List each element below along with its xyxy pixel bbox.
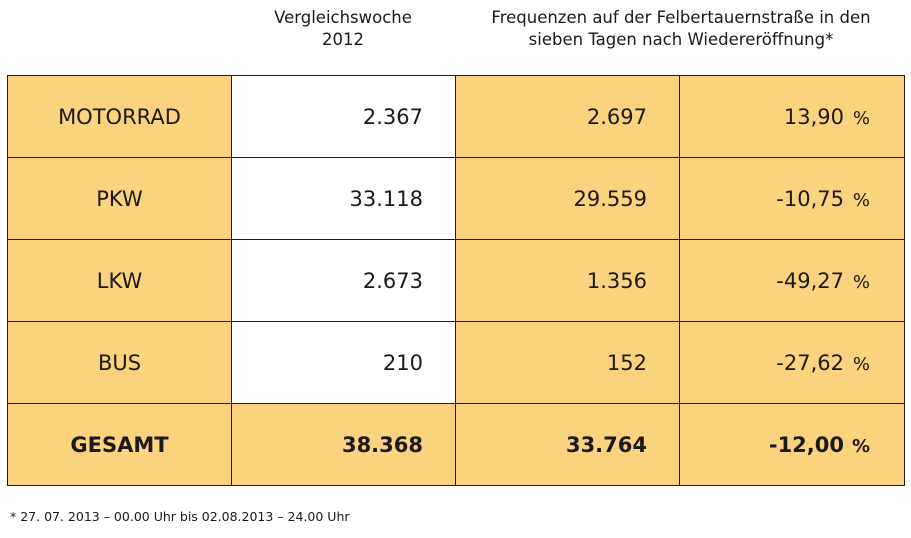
percent-sign: %	[852, 271, 870, 293]
week-2012-cell: 2.367	[231, 75, 456, 158]
total-after-reopening-cell: 33.764	[455, 403, 680, 486]
footnote: * 27. 07. 2013 – 00.00 Uhr bis 02.08.201…	[10, 509, 350, 524]
total-category-cell: GESAMT	[7, 403, 232, 486]
week-2012-cell: 210	[231, 321, 456, 404]
table-row: BUS 210 152 -27,62%	[7, 321, 905, 404]
total-change-value: -12,00	[768, 432, 844, 457]
after-reopening-cell: 152	[455, 321, 680, 404]
after-reopening-cell: 2.697	[455, 75, 680, 158]
week-2012-cell: 33.118	[231, 157, 456, 240]
percent-sign: %	[852, 107, 870, 129]
percent-sign: %	[852, 353, 870, 375]
category-cell: MOTORRAD	[7, 75, 232, 158]
change-cell: -49,27%	[679, 239, 905, 322]
change-cell: -27,62%	[679, 321, 905, 404]
change-cell: -10,75%	[679, 157, 905, 240]
week-2012-cell: 2.673	[231, 239, 456, 322]
total-change-cell: -12,00%	[679, 403, 905, 486]
table-row: LKW 2.673 1.356 -49,27%	[7, 239, 905, 322]
category-cell: BUS	[7, 321, 232, 404]
category-cell: PKW	[7, 157, 232, 240]
total-week-2012-cell: 38.368	[231, 403, 456, 486]
percent-sign: %	[852, 189, 870, 211]
category-cell: LKW	[7, 239, 232, 322]
table-row: PKW 33.118 29.559 -10,75%	[7, 157, 905, 240]
after-reopening-cell: 1.356	[455, 239, 680, 322]
change-cell: 13,90%	[679, 75, 905, 158]
change-value: 13,90	[783, 104, 844, 129]
frequency-table: MOTORRAD 2.367 2.697 13,90% PKW 33.118 2…	[7, 75, 905, 486]
percent-sign: %	[851, 435, 870, 457]
table-row: MOTORRAD 2.367 2.697 13,90%	[7, 75, 905, 158]
change-value: -49,27	[776, 268, 844, 293]
after-reopening-cell: 29.559	[455, 157, 680, 240]
frequencies-header: Frequenzen auf der Felbertauernstraße in…	[456, 7, 906, 51]
change-value: -27,62	[776, 350, 844, 375]
comparison-week-header-text: Vergleichswoche 2012	[274, 8, 412, 49]
frequencies-header-text: Frequenzen auf der Felbertauernstraße in…	[491, 8, 871, 49]
comparison-week-header: Vergleichswoche 2012	[232, 7, 454, 51]
change-value: -10,75	[776, 186, 844, 211]
total-row: GESAMT 38.368 33.764 -12,00%	[7, 403, 905, 486]
